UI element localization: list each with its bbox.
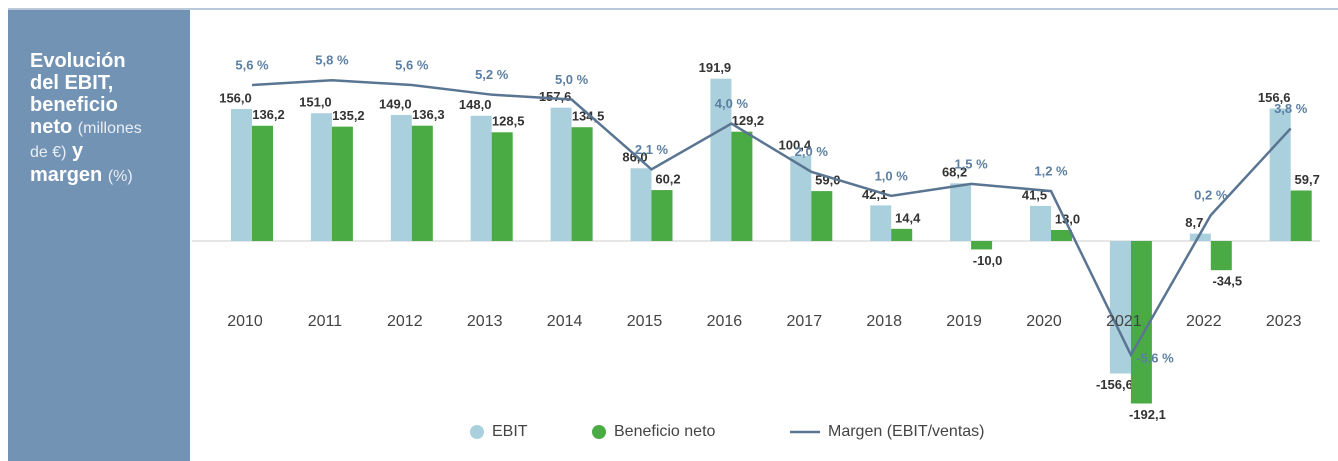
legend-swatch <box>592 425 606 439</box>
bar-label: 100,4 <box>779 137 812 152</box>
x-tick-label: 2022 <box>1186 313 1222 330</box>
bar <box>950 183 972 241</box>
bar <box>971 241 993 250</box>
line-label: 5,2 % <box>475 67 509 82</box>
line-label: -5,6 % <box>1136 350 1174 365</box>
legend-swatch <box>470 425 484 439</box>
bar <box>1269 108 1291 241</box>
bar <box>891 228 913 241</box>
x-tick-label: 2020 <box>1026 313 1062 330</box>
x-tick-label: 2021 <box>1106 313 1142 330</box>
bar <box>470 115 492 241</box>
bar-label: 128,5 <box>492 114 525 129</box>
x-tick-label: 2016 <box>707 313 743 330</box>
bar-label: 135,2 <box>332 108 365 123</box>
line-label: 2,1 % <box>635 142 669 157</box>
line-label: 5,6 % <box>235 57 269 72</box>
x-tick-label: 2015 <box>627 313 663 330</box>
bar <box>870 205 892 241</box>
bar-label: -192,1 <box>1129 407 1166 422</box>
bar-label: 42,1 <box>862 187 887 202</box>
legend-label: EBIT <box>492 423 528 440</box>
bar <box>252 125 273 241</box>
bar <box>1290 190 1312 241</box>
margin-line <box>251 78 1292 358</box>
bar-label: -10,0 <box>973 253 1003 268</box>
x-tick-label: 2023 <box>1266 313 1302 330</box>
bar <box>651 190 673 241</box>
bar <box>1030 205 1051 241</box>
bar-label: 136,2 <box>252 107 285 122</box>
bar <box>411 125 433 241</box>
bar-label: 156,6 <box>1258 90 1291 105</box>
legend-label: Margen (EBIT/ventas) <box>828 423 985 440</box>
side-panel <box>8 10 190 461</box>
bar-label: 151,0 <box>299 95 332 110</box>
bar <box>310 113 332 241</box>
title-part: (%) <box>107 168 133 185</box>
x-tick-label: 2019 <box>946 313 982 330</box>
bar-label: 68,2 <box>942 165 967 180</box>
bar-label: -34,5 <box>1212 274 1242 289</box>
line-label: 5,6 % <box>395 57 429 72</box>
legend-label: Beneficio neto <box>614 423 716 440</box>
line-label: 5,0 % <box>555 72 589 87</box>
bar <box>790 156 812 241</box>
bar-label: 59,0 <box>815 173 840 188</box>
bar <box>710 78 732 241</box>
title-part: Evolución del EBIT, beneficio neto <box>30 50 126 138</box>
bar-label: 148,0 <box>459 97 492 112</box>
line-label: 5,8 % <box>315 53 349 68</box>
title-part: y margen <box>30 140 103 186</box>
bar <box>1109 241 1131 374</box>
x-tick-label: 2010 <box>227 313 263 330</box>
bar <box>811 191 833 241</box>
bar-label: 156,0 <box>219 90 252 105</box>
line-label: 2,0 % <box>795 144 829 159</box>
bar <box>630 168 652 241</box>
bar-label: 8,7 <box>1185 215 1203 230</box>
line-label: 1,2 % <box>1034 164 1068 179</box>
bar-label: 157,6 <box>539 89 572 104</box>
x-tick-label: 2017 <box>787 313 823 330</box>
bar <box>331 126 353 241</box>
x-tick-label: 2011 <box>308 313 343 330</box>
title-part: (millones de €) <box>30 120 142 161</box>
bar <box>550 107 572 241</box>
bar <box>231 109 252 241</box>
bar <box>1210 241 1232 271</box>
bar-label: 13,0 <box>1055 211 1080 226</box>
bar <box>1051 230 1072 241</box>
bar-label: 149,0 <box>379 96 412 111</box>
bar <box>390 114 412 241</box>
bar <box>571 127 593 241</box>
line-label: 1,0 % <box>875 168 909 183</box>
chart-title: Evolución del EBIT, beneficio neto (mill… <box>30 50 160 188</box>
bar-label: 129,2 <box>732 113 765 128</box>
line-label: 0,2 % <box>1194 188 1228 203</box>
bar-label: 14,4 <box>895 210 921 225</box>
line-label: 4,0 % <box>715 96 749 111</box>
bar <box>1130 241 1152 404</box>
x-tick-label: 2014 <box>547 313 583 330</box>
bar-label: 60,2 <box>655 172 680 187</box>
x-tick-label: 2018 <box>866 313 902 330</box>
line-label: 3,8 % <box>1274 101 1308 116</box>
bar <box>491 132 513 241</box>
bar-label: 136,3 <box>412 107 445 122</box>
x-tick-label: 2012 <box>387 313 423 330</box>
bar <box>731 131 753 241</box>
x-tick-label: 2013 <box>467 313 503 330</box>
bar <box>1189 233 1211 241</box>
bar-label: 191,9 <box>699 60 732 75</box>
line-label: 1,5 % <box>954 156 988 171</box>
bar-label: 59,7 <box>1295 172 1320 187</box>
bar-label: 134,5 <box>572 109 605 124</box>
bar-label: -156,6 <box>1096 377 1133 392</box>
